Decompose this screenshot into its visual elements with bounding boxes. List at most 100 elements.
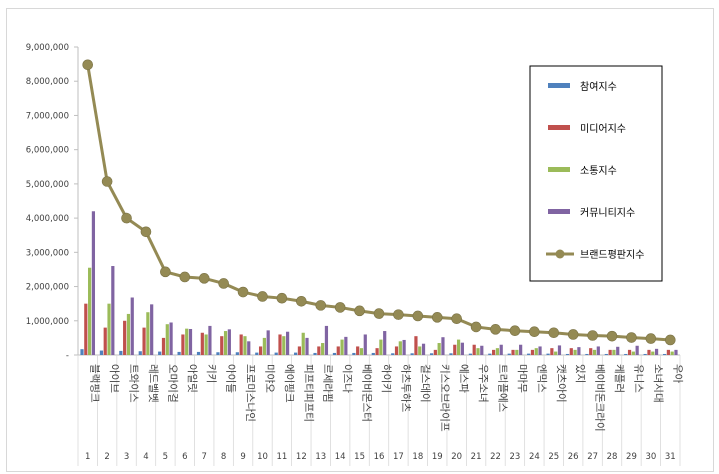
category-label: 에스파 bbox=[458, 364, 470, 393]
bar bbox=[674, 349, 678, 355]
bar bbox=[433, 349, 437, 355]
bar bbox=[631, 351, 635, 355]
category-label: 아일릿 bbox=[186, 364, 199, 393]
bar bbox=[670, 351, 674, 355]
bar bbox=[255, 352, 259, 355]
bar bbox=[589, 348, 593, 355]
y-tick-label: 2,000,000 bbox=[26, 283, 69, 293]
category-index: 24 bbox=[529, 452, 540, 462]
category-label: 르세라핌 bbox=[322, 364, 334, 403]
line-point bbox=[412, 310, 424, 322]
bar bbox=[527, 353, 531, 355]
category-label: 소녀시대 bbox=[652, 364, 664, 403]
bar bbox=[499, 344, 503, 355]
bar bbox=[429, 353, 434, 355]
line-point bbox=[664, 334, 676, 346]
bar bbox=[274, 352, 278, 355]
legend-swatch bbox=[548, 83, 570, 88]
bar bbox=[554, 351, 558, 355]
category-label: 아이들 bbox=[225, 364, 237, 393]
bar bbox=[616, 346, 620, 355]
bar bbox=[177, 351, 181, 355]
bar bbox=[363, 334, 367, 355]
category-index: 21 bbox=[471, 452, 482, 462]
bar bbox=[592, 349, 597, 355]
bar bbox=[359, 348, 364, 355]
category-label: 있지 bbox=[574, 364, 586, 383]
y-tick-label: 6,000,000 bbox=[26, 146, 69, 156]
line-point bbox=[237, 286, 249, 298]
bar bbox=[371, 352, 375, 355]
line-point bbox=[276, 292, 288, 304]
bar bbox=[239, 334, 243, 355]
legend-swatch-marker bbox=[555, 249, 565, 259]
bar bbox=[185, 328, 189, 355]
bar bbox=[321, 343, 325, 355]
category-label: 우아 bbox=[671, 364, 683, 384]
line-point bbox=[626, 332, 637, 343]
bar bbox=[488, 353, 492, 355]
line-point bbox=[101, 176, 113, 187]
category-label: 하츠투하츠 bbox=[399, 364, 412, 413]
category-label: 오마이걸 bbox=[166, 364, 179, 403]
line-point bbox=[121, 212, 132, 224]
bar bbox=[511, 349, 515, 355]
bar bbox=[294, 352, 298, 355]
category-label: 키스오브라이프 bbox=[438, 364, 450, 432]
bar bbox=[208, 325, 212, 355]
category-index: 30 bbox=[645, 452, 656, 462]
category-label: 캣츠아이 bbox=[555, 364, 567, 403]
category-index: 23 bbox=[510, 452, 521, 462]
category-index: 25 bbox=[548, 452, 559, 462]
bar bbox=[418, 346, 422, 355]
category-label: 트와이스 bbox=[128, 364, 140, 403]
category-index: 28 bbox=[607, 452, 618, 462]
bar bbox=[627, 349, 632, 355]
bar bbox=[612, 349, 616, 355]
bar bbox=[305, 337, 309, 355]
bar bbox=[235, 352, 239, 355]
line-point bbox=[490, 324, 501, 335]
bar bbox=[441, 337, 445, 355]
category-index: 16 bbox=[374, 452, 385, 462]
bar bbox=[123, 320, 127, 355]
bar bbox=[515, 349, 519, 355]
bar bbox=[437, 343, 441, 355]
bar bbox=[107, 303, 111, 355]
bar bbox=[453, 344, 457, 355]
y-tick-label: 5,000,000 bbox=[26, 180, 69, 190]
bar bbox=[266, 330, 270, 355]
legend-label: 소통지수 bbox=[580, 165, 617, 177]
bar bbox=[352, 352, 356, 355]
line-point bbox=[393, 309, 404, 320]
legend-label: 브랜드평판지수 bbox=[580, 249, 644, 261]
category-label: 아이브 bbox=[108, 364, 120, 393]
bar bbox=[651, 351, 655, 355]
bar bbox=[161, 337, 166, 355]
bar bbox=[585, 353, 589, 355]
bar bbox=[647, 349, 651, 355]
line-point bbox=[354, 305, 365, 317]
category-label: 걸스데이 bbox=[419, 364, 432, 403]
line-point bbox=[567, 329, 579, 340]
bar bbox=[247, 341, 251, 355]
bar bbox=[492, 349, 496, 355]
category-index: 12 bbox=[296, 452, 307, 462]
bar bbox=[196, 351, 201, 355]
bar bbox=[391, 353, 395, 355]
bar bbox=[666, 349, 670, 355]
category-index: 31 bbox=[665, 452, 676, 462]
bar bbox=[204, 334, 208, 355]
category-index: 15 bbox=[354, 452, 365, 462]
category-index: 1 bbox=[85, 452, 90, 462]
line-point bbox=[334, 302, 346, 313]
bar bbox=[216, 352, 220, 355]
bar bbox=[604, 353, 608, 355]
bar bbox=[624, 353, 628, 355]
bar bbox=[530, 349, 535, 355]
bar bbox=[344, 336, 348, 355]
line-point bbox=[373, 308, 385, 319]
y-tick-label: 7,000,000 bbox=[26, 111, 69, 121]
line-point bbox=[296, 295, 307, 307]
